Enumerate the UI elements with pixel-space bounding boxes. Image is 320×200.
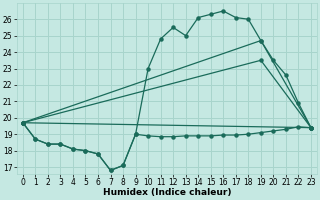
X-axis label: Humidex (Indice chaleur): Humidex (Indice chaleur) — [103, 188, 231, 197]
